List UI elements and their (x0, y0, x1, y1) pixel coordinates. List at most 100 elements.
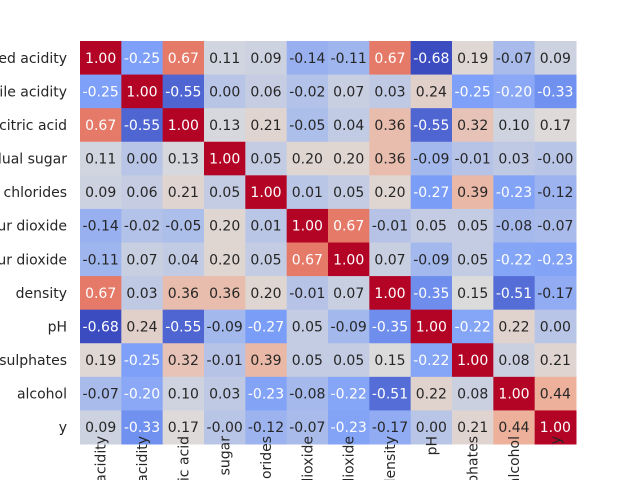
cell-label: 0.19 (85, 353, 116, 369)
heatmap-cell (328, 175, 370, 210)
cell-label: 0.05 (250, 252, 281, 268)
cell-label: -0.35 (413, 286, 449, 302)
heatmap-cell (80, 343, 122, 378)
heatmap-cell (204, 376, 246, 411)
heatmap-cell (452, 410, 494, 445)
cell-label: 0.20 (292, 152, 323, 168)
x-tick-label: density (383, 436, 399, 480)
heatmap-cell (493, 175, 536, 210)
cell-label: 0.15 (457, 286, 488, 302)
cell-label: -0.11 (331, 51, 367, 67)
cell-label: -0.20 (496, 84, 532, 100)
heatmap-cell (328, 41, 370, 76)
heatmap-cell (80, 208, 122, 243)
cell-label: 0.67 (85, 286, 116, 302)
y-tick-label: y (59, 420, 67, 436)
heatmap-cell (80, 309, 122, 344)
cell-label: -0.68 (413, 51, 449, 67)
heatmap-cell (121, 410, 164, 445)
heatmap-cell (162, 410, 205, 445)
cell-label: -0.09 (413, 152, 449, 168)
heatmap-cell (369, 343, 412, 378)
x-tick-label: free sulfur dioxide (300, 436, 316, 480)
cell-label: -0.17 (372, 420, 408, 436)
cell-label: 0.08 (457, 387, 488, 403)
heatmap-cell (204, 74, 246, 109)
heatmap-cell (204, 410, 246, 445)
heatmap-cell (121, 175, 164, 210)
heatmap-cell (204, 41, 246, 76)
heatmap-cell (286, 376, 329, 411)
cell-label: 1.00 (292, 219, 323, 235)
heatmap-cell (452, 175, 494, 210)
cell-label: 0.08 (498, 353, 529, 369)
cell-label: -0.02 (124, 219, 160, 235)
cell-label: 0.36 (374, 152, 405, 168)
cell-label: 0.05 (457, 252, 488, 268)
heatmap-cell (534, 376, 577, 411)
cell-label: 0.09 (85, 420, 116, 436)
x-tick-label: total sulfur dioxide (342, 436, 358, 480)
cell-label: 0.07 (333, 286, 364, 302)
heatmap-cell (410, 208, 453, 243)
cell-label: 0.05 (209, 185, 240, 201)
heatmap-cell (286, 343, 329, 378)
cell-label: 0.10 (498, 118, 529, 134)
heatmap-cell (245, 343, 288, 378)
cell-label: -0.09 (413, 252, 449, 268)
cell-label: 0.24 (126, 319, 157, 335)
cell-label: -0.01 (289, 286, 325, 302)
y-tick-label: pH (48, 319, 67, 335)
cell-label: 0.17 (168, 420, 199, 436)
cell-label: -0.05 (289, 118, 325, 134)
cell-label: 1.00 (540, 420, 571, 436)
cell-label: 0.09 (540, 51, 571, 67)
cell-label: 0.20 (374, 185, 405, 201)
cell-label: 1.00 (85, 51, 116, 67)
heatmap-cell (328, 410, 370, 445)
y-tick-label: residual sugar (0, 152, 67, 168)
heatmap-cell (369, 376, 412, 411)
x-tick-label: volatile acidity (135, 436, 151, 480)
heatmap-cell (493, 41, 536, 76)
heatmap-cell (328, 343, 370, 378)
heatmap-cell (245, 242, 288, 277)
cell-label: 0.05 (333, 185, 364, 201)
cell-label: 0.67 (168, 51, 199, 67)
heatmap-cell (204, 242, 246, 277)
y-tick-label: free sulfur dioxide (0, 219, 67, 235)
cell-label: 0.67 (292, 252, 323, 268)
heatmap-cell (452, 108, 494, 143)
cell-label: -0.12 (537, 185, 573, 201)
cell-label: 1.00 (126, 84, 157, 100)
cell-label: -0.07 (496, 51, 532, 67)
cell-label: 0.03 (209, 387, 240, 403)
cell-label: -0.22 (413, 353, 449, 369)
cell-label: 0.36 (209, 286, 240, 302)
heatmap-cell (369, 276, 412, 311)
heatmap-cell (204, 309, 246, 344)
heatmap-cell (80, 376, 122, 411)
cell-label: 0.03 (126, 286, 157, 302)
y-tick-label: fixed acidity (0, 51, 67, 67)
heatmap-cell (410, 41, 453, 76)
heatmap-cell (534, 410, 577, 445)
cell-label: 1.00 (374, 286, 405, 302)
cell-label: 0.00 (540, 319, 571, 335)
cell-label: 0.39 (250, 353, 281, 369)
cell-label: -0.25 (124, 51, 160, 67)
heatmap-cell (286, 276, 329, 311)
heatmap-cell (162, 74, 205, 109)
heatmap-cell (328, 208, 370, 243)
heatmap-cell (204, 108, 246, 143)
cell-label: -0.02 (289, 84, 325, 100)
cell-label: 1.00 (168, 118, 199, 134)
heatmap-cell (410, 108, 453, 143)
cell-label: -0.01 (207, 353, 243, 369)
cell-label: -0.33 (124, 420, 160, 436)
cell-label: 0.03 (498, 152, 529, 168)
heatmap-cell (369, 108, 412, 143)
cell-label: 0.11 (85, 152, 116, 168)
cell-label: 0.05 (292, 353, 323, 369)
